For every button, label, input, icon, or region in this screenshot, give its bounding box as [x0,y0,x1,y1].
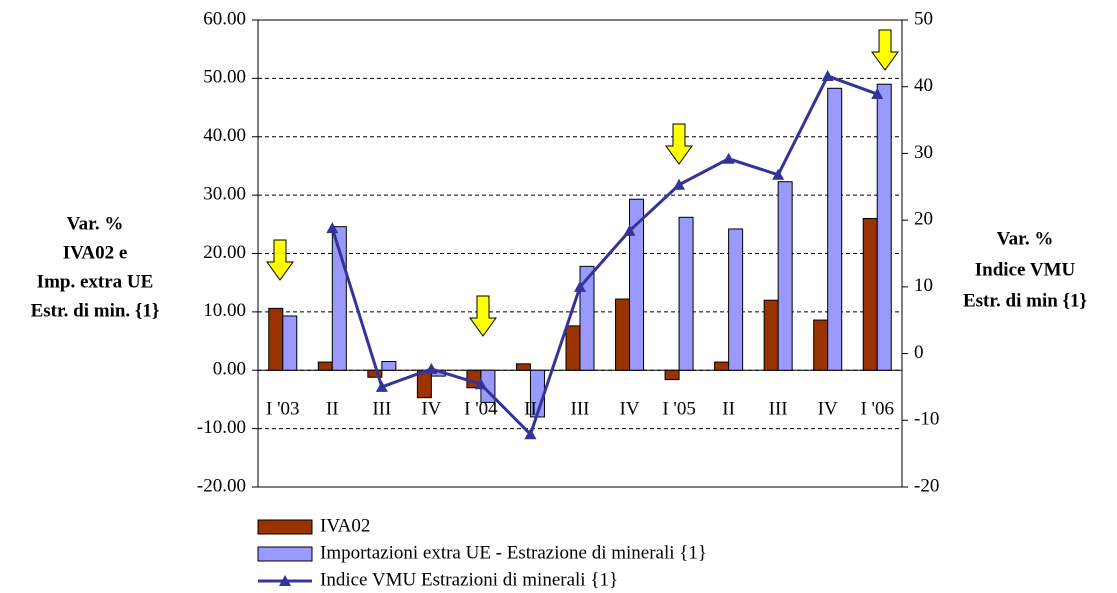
line [330,74,878,438]
legend-label: Importazioni extra UE - Estrazione di mi… [320,542,707,563]
bar [862,217,878,371]
line-marker [574,280,586,292]
line-marker [722,152,735,164]
legend-label: IVA02 [320,515,370,536]
y2-tick-label: -20 [914,475,939,496]
y-axis-label: IVA02 e [63,242,128,263]
y-tick-label: -20.00 [197,475,246,496]
y2-tick-label: 30 [914,142,933,163]
x-tick-label: I '03 [266,399,300,420]
y-tick-label: -10.00 [197,417,246,438]
arrow [871,29,899,71]
line-marker [375,380,388,392]
bar [728,228,744,371]
arrow [665,123,693,165]
y2-tick-label: 0 [914,342,924,363]
x-tick-label: IV [620,399,640,420]
x-tick-label: I '04 [464,399,498,420]
x-tick-label: III [571,399,590,420]
x-tick-label: II [326,399,339,420]
line-marker [623,224,636,236]
y2-tick-label: 20 [914,209,933,230]
x-tick-label: IV [818,399,838,420]
y-tick-label: 50.00 [203,67,246,88]
x-tick-label: III [769,399,788,420]
x-tick-label: II [722,399,735,420]
line-marker [871,88,884,100]
bar [777,181,793,371]
y-tick-label: 0.00 [213,359,246,380]
bar [763,299,779,371]
y2-tick-label: 50 [914,8,933,29]
y2-tick-label: 40 [914,75,933,96]
line-marker [524,428,537,440]
y2-axis-label: Estr. di min {1} [963,290,1087,311]
bar [381,360,397,371]
x-tick-label: I '06 [860,399,894,420]
line-marker [772,168,785,180]
y-tick-label: 10.00 [203,300,246,321]
bar [579,265,595,371]
bar [813,319,829,371]
y2-tick-label: -10 [914,409,939,430]
y-axis-label: Var. % [67,213,124,234]
arrow [266,239,294,281]
y-tick-label: 60.00 [203,8,246,29]
bar [615,298,631,371]
line-marker [326,222,339,234]
bar [714,361,730,371]
y-axis-label: Imp. extra UE [37,271,154,292]
line-marker [673,178,686,190]
arrow [469,295,497,337]
legend-swatch [257,546,313,562]
bar [678,216,694,371]
bar [515,363,531,371]
legend-marker [279,575,291,586]
bar [317,361,333,371]
y2-axis-label: Var. % [997,228,1054,249]
line-marker [425,362,438,374]
x-tick-label: II [524,399,537,420]
line-marker [821,70,834,82]
legend-swatch [257,519,313,535]
y-tick-label: 20.00 [203,242,246,263]
y-tick-label: 30.00 [203,183,246,204]
bar [268,307,284,371]
bar [282,315,298,371]
bar [664,369,680,381]
legend-label: Indice VMU Estrazioni di minerali {1} [320,569,618,590]
y2-tick-label: 10 [914,275,933,296]
bar [367,369,383,378]
bar [876,83,892,371]
y-axis-label: Estr. di min. {1} [31,300,160,321]
x-tick-label: I '05 [662,399,696,420]
arrows [266,29,899,337]
line-marker [474,378,487,390]
x-tick-label: IV [421,399,441,420]
bar [629,198,645,371]
y2-axis-label: Indice VMU [975,259,1076,280]
x-tick-label: III [372,399,391,420]
y-tick-label: 40.00 [203,125,246,146]
bar [827,87,843,371]
bar [565,325,581,371]
